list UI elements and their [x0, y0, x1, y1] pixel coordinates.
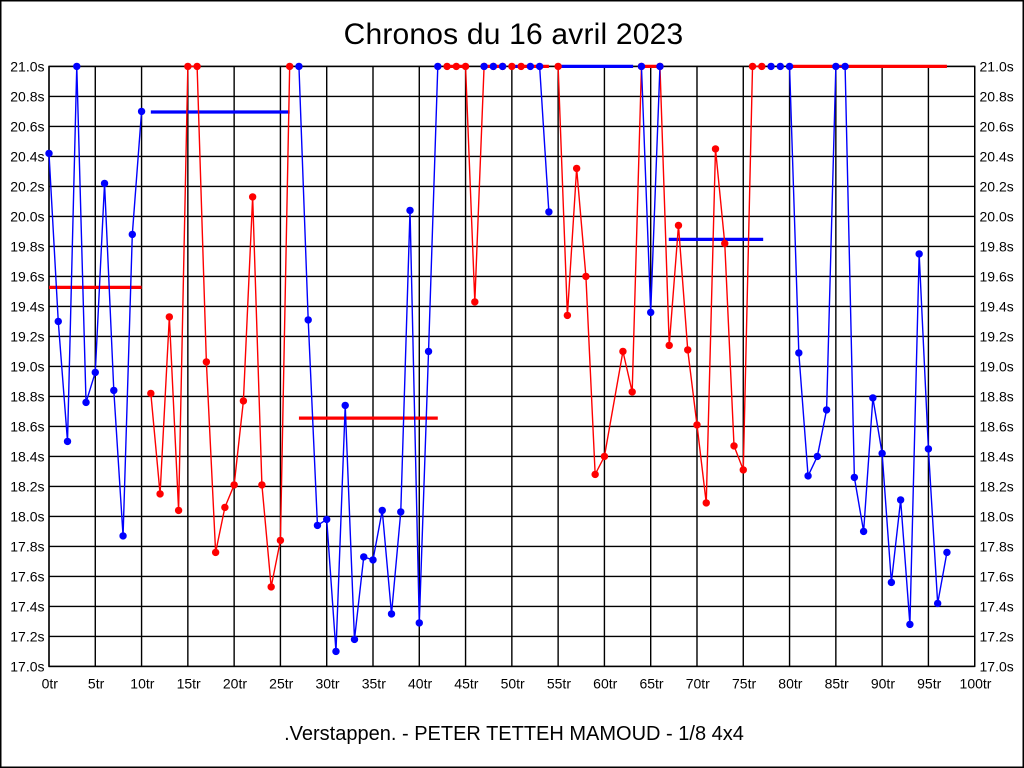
- svg-text:20.4s: 20.4s: [10, 149, 44, 165]
- svg-text:45tr: 45tr: [454, 676, 478, 692]
- svg-text:35tr: 35tr: [362, 676, 386, 692]
- svg-text:18.8s: 18.8s: [980, 389, 1014, 405]
- svg-text:75tr: 75tr: [732, 676, 756, 692]
- svg-text:15tr: 15tr: [177, 676, 201, 692]
- svg-text:95tr: 95tr: [917, 676, 941, 692]
- svg-text:70tr: 70tr: [686, 676, 710, 692]
- svg-text:60tr: 60tr: [593, 676, 617, 692]
- svg-text:18.4s: 18.4s: [980, 449, 1014, 465]
- svg-text:20.4s: 20.4s: [980, 149, 1014, 165]
- svg-text:20.0s: 20.0s: [10, 209, 44, 225]
- svg-text:18.2s: 18.2s: [980, 479, 1014, 495]
- svg-text:18.6s: 18.6s: [980, 419, 1014, 435]
- svg-text:17.8s: 17.8s: [980, 539, 1014, 555]
- svg-text:10tr: 10tr: [130, 676, 154, 692]
- svg-text:18.4s: 18.4s: [10, 449, 44, 465]
- svg-text:80tr: 80tr: [778, 676, 802, 692]
- svg-text:19.8s: 19.8s: [980, 239, 1014, 255]
- svg-text:20.8s: 20.8s: [10, 89, 44, 105]
- svg-text:21.0s: 21.0s: [980, 59, 1014, 75]
- svg-text:18.2s: 18.2s: [10, 479, 44, 495]
- svg-text:17.2s: 17.2s: [980, 629, 1014, 645]
- svg-text:18.8s: 18.8s: [10, 389, 44, 405]
- svg-text:50tr: 50tr: [501, 676, 525, 692]
- svg-text:17.6s: 17.6s: [10, 569, 44, 585]
- svg-text:17.0s: 17.0s: [980, 659, 1014, 675]
- svg-text:17.0s: 17.0s: [10, 659, 44, 675]
- svg-text:20.2s: 20.2s: [10, 179, 44, 195]
- svg-text:19.0s: 19.0s: [980, 359, 1014, 375]
- svg-text:Chronos du 16 avril 2023: Chronos du 16 avril 2023: [344, 18, 684, 51]
- svg-text:.Verstappen. - PETER TETTEH MA: .Verstappen. - PETER TETTEH MAMOUD - 1/8…: [284, 723, 744, 745]
- svg-text:100tr: 100tr: [960, 676, 992, 692]
- svg-text:20.8s: 20.8s: [980, 89, 1014, 105]
- svg-text:19.4s: 19.4s: [10, 299, 44, 315]
- svg-text:17.8s: 17.8s: [10, 539, 44, 555]
- svg-text:17.4s: 17.4s: [10, 599, 44, 615]
- svg-text:17.6s: 17.6s: [980, 569, 1014, 585]
- svg-text:18.0s: 18.0s: [980, 509, 1014, 525]
- svg-text:85tr: 85tr: [825, 676, 849, 692]
- svg-text:5tr: 5tr: [88, 676, 105, 692]
- svg-text:25tr: 25tr: [269, 676, 293, 692]
- svg-text:19.0s: 19.0s: [10, 359, 44, 375]
- svg-text:19.6s: 19.6s: [980, 269, 1014, 285]
- svg-text:30tr: 30tr: [315, 676, 339, 692]
- svg-text:19.6s: 19.6s: [10, 269, 44, 285]
- svg-text:19.8s: 19.8s: [10, 239, 44, 255]
- svg-text:19.2s: 19.2s: [10, 329, 44, 345]
- svg-text:17.2s: 17.2s: [10, 629, 44, 645]
- svg-text:21.0s: 21.0s: [10, 59, 44, 75]
- svg-text:19.4s: 19.4s: [980, 299, 1014, 315]
- svg-text:20tr: 20tr: [223, 676, 247, 692]
- svg-text:18.0s: 18.0s: [10, 509, 44, 525]
- svg-text:0tr: 0tr: [42, 676, 59, 692]
- svg-text:18.6s: 18.6s: [10, 419, 44, 435]
- svg-text:19.2s: 19.2s: [980, 329, 1014, 345]
- svg-text:20.2s: 20.2s: [980, 179, 1014, 195]
- svg-text:20.0s: 20.0s: [980, 209, 1014, 225]
- svg-text:17.4s: 17.4s: [980, 599, 1014, 615]
- svg-text:40tr: 40tr: [408, 676, 432, 692]
- svg-text:65tr: 65tr: [639, 676, 663, 692]
- svg-text:20.6s: 20.6s: [980, 119, 1014, 135]
- svg-text:55tr: 55tr: [547, 676, 571, 692]
- svg-text:20.6s: 20.6s: [10, 119, 44, 135]
- svg-text:90tr: 90tr: [871, 676, 895, 692]
